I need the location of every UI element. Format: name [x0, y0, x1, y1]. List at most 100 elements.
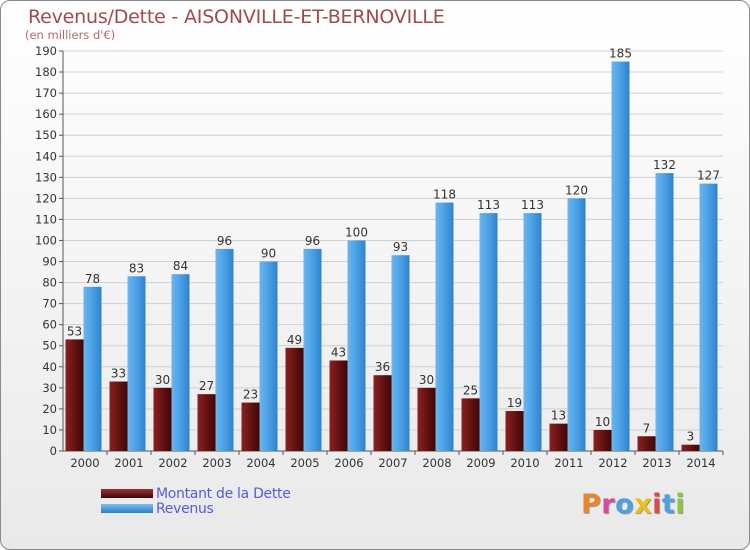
revenue-bar	[567, 198, 586, 451]
debt-value-label: 25	[463, 383, 478, 397]
revenue-bar	[171, 274, 190, 451]
debt-bar	[65, 339, 84, 451]
revenue-bar	[83, 286, 102, 451]
y-tick-label: 60	[42, 318, 57, 332]
chart-subtitle: (en milliers d'€)	[25, 28, 116, 42]
logo-letter: r	[601, 489, 616, 520]
x-tick-label: 2004	[246, 456, 275, 470]
x-tick-label: 2013	[642, 456, 671, 470]
y-tick-label: 40	[42, 360, 57, 374]
revenue-value-label: 78	[85, 272, 100, 286]
debt-value-label: 7	[643, 421, 651, 435]
y-tick-label: 180	[35, 65, 57, 79]
debt-value-label: 49	[287, 333, 302, 347]
logo-letter: P	[581, 489, 602, 520]
debt-bar	[373, 375, 392, 451]
y-tick-label: 110	[35, 212, 57, 226]
x-tick-label: 2003	[202, 456, 231, 470]
logo-letter: i	[652, 489, 662, 520]
x-tick-label: 2009	[466, 456, 495, 470]
debt-bar	[153, 387, 172, 451]
revenue-value-label: 118	[433, 188, 456, 202]
debt-value-label: 30	[155, 373, 170, 387]
logo-letter: t	[661, 489, 676, 520]
revenue-value-label: 185	[609, 47, 632, 61]
y-tick-label: 140	[35, 149, 57, 163]
logo-letter: x	[634, 489, 653, 520]
revenue-value-label: 132	[653, 158, 676, 172]
legend-item-revenue: Revenus	[101, 501, 341, 517]
revenue-bar	[127, 276, 146, 451]
y-tick-label: 100	[35, 233, 57, 247]
debt-bar	[417, 387, 436, 451]
debt-bar	[549, 423, 568, 451]
x-tick-label: 2008	[422, 456, 451, 470]
debt-value-label: 53	[67, 324, 82, 338]
debt-bar	[241, 402, 260, 451]
debt-bar	[637, 436, 656, 451]
debt-value-label: 3	[687, 430, 695, 444]
legend-label-revenue: Revenus	[156, 501, 214, 517]
y-tick-label: 0	[50, 444, 57, 458]
debt-value-label: 10	[595, 415, 610, 429]
x-tick-label: 2014	[686, 456, 715, 470]
revenue-value-label: 96	[305, 234, 320, 248]
revenue-bar	[347, 240, 366, 451]
revenue-bar	[611, 61, 630, 452]
legend-swatch-debt	[101, 489, 153, 498]
y-tick-label: 160	[35, 107, 57, 121]
proxiti-logo: Proxiti	[581, 489, 685, 520]
debt-bar	[593, 429, 612, 451]
debt-value-label: 36	[375, 360, 390, 374]
revenue-value-label: 113	[521, 198, 544, 212]
debt-bar	[329, 360, 348, 451]
revenue-value-label: 127	[697, 169, 720, 183]
x-tick-label: 2012	[598, 456, 627, 470]
logo-letter: o	[615, 489, 635, 520]
y-tick-label: 30	[42, 381, 57, 395]
debt-bar	[109, 381, 128, 451]
debt-bar	[197, 394, 216, 451]
chart-title: Revenus/Dette - AISONVILLE-ET-BERNOVILLE	[28, 6, 445, 28]
x-tick-label: 2011	[554, 456, 583, 470]
x-tick-label: 2002	[158, 456, 187, 470]
x-tick-label: 2007	[378, 456, 407, 470]
y-tick-label: 130	[35, 170, 57, 184]
revenue-value-label: 83	[129, 261, 144, 275]
debt-value-label: 33	[111, 367, 126, 381]
debt-value-label: 19	[507, 396, 522, 410]
revenue-bar	[699, 183, 718, 451]
legend-item-debt: Montant de la Dette	[101, 486, 341, 502]
revenue-value-label: 96	[217, 234, 232, 248]
revenue-bar	[523, 213, 542, 451]
x-tick-label: 2001	[114, 456, 143, 470]
debt-bar	[505, 411, 524, 451]
y-tick-label: 80	[42, 276, 57, 290]
revenue-value-label: 120	[565, 183, 588, 197]
y-tick-label: 20	[42, 402, 57, 416]
revenue-bar	[435, 202, 454, 451]
logo-letter: i	[675, 489, 686, 520]
revenue-value-label: 100	[345, 225, 368, 239]
y-tick-label: 90	[42, 255, 57, 269]
y-tick-label: 120	[35, 191, 57, 205]
y-tick-label: 150	[35, 128, 57, 142]
debt-bar	[285, 347, 304, 451]
debt-bar	[681, 444, 700, 451]
debt-value-label: 13	[551, 409, 566, 423]
legend-label-debt: Montant de la Dette	[156, 486, 291, 502]
legend-swatch-revenue	[101, 504, 153, 513]
x-tick-label: 2005	[290, 456, 319, 470]
revenue-bar	[655, 173, 674, 451]
x-tick-label: 2000	[70, 456, 99, 470]
debt-value-label: 27	[199, 379, 214, 393]
debt-value-label: 23	[243, 388, 258, 402]
debt-value-label: 30	[419, 373, 434, 387]
debt-bar	[461, 398, 480, 451]
revenue-value-label: 90	[261, 247, 276, 261]
y-tick-label: 50	[42, 339, 57, 353]
revenue-bar	[259, 261, 278, 451]
revenue-bar	[391, 255, 410, 451]
